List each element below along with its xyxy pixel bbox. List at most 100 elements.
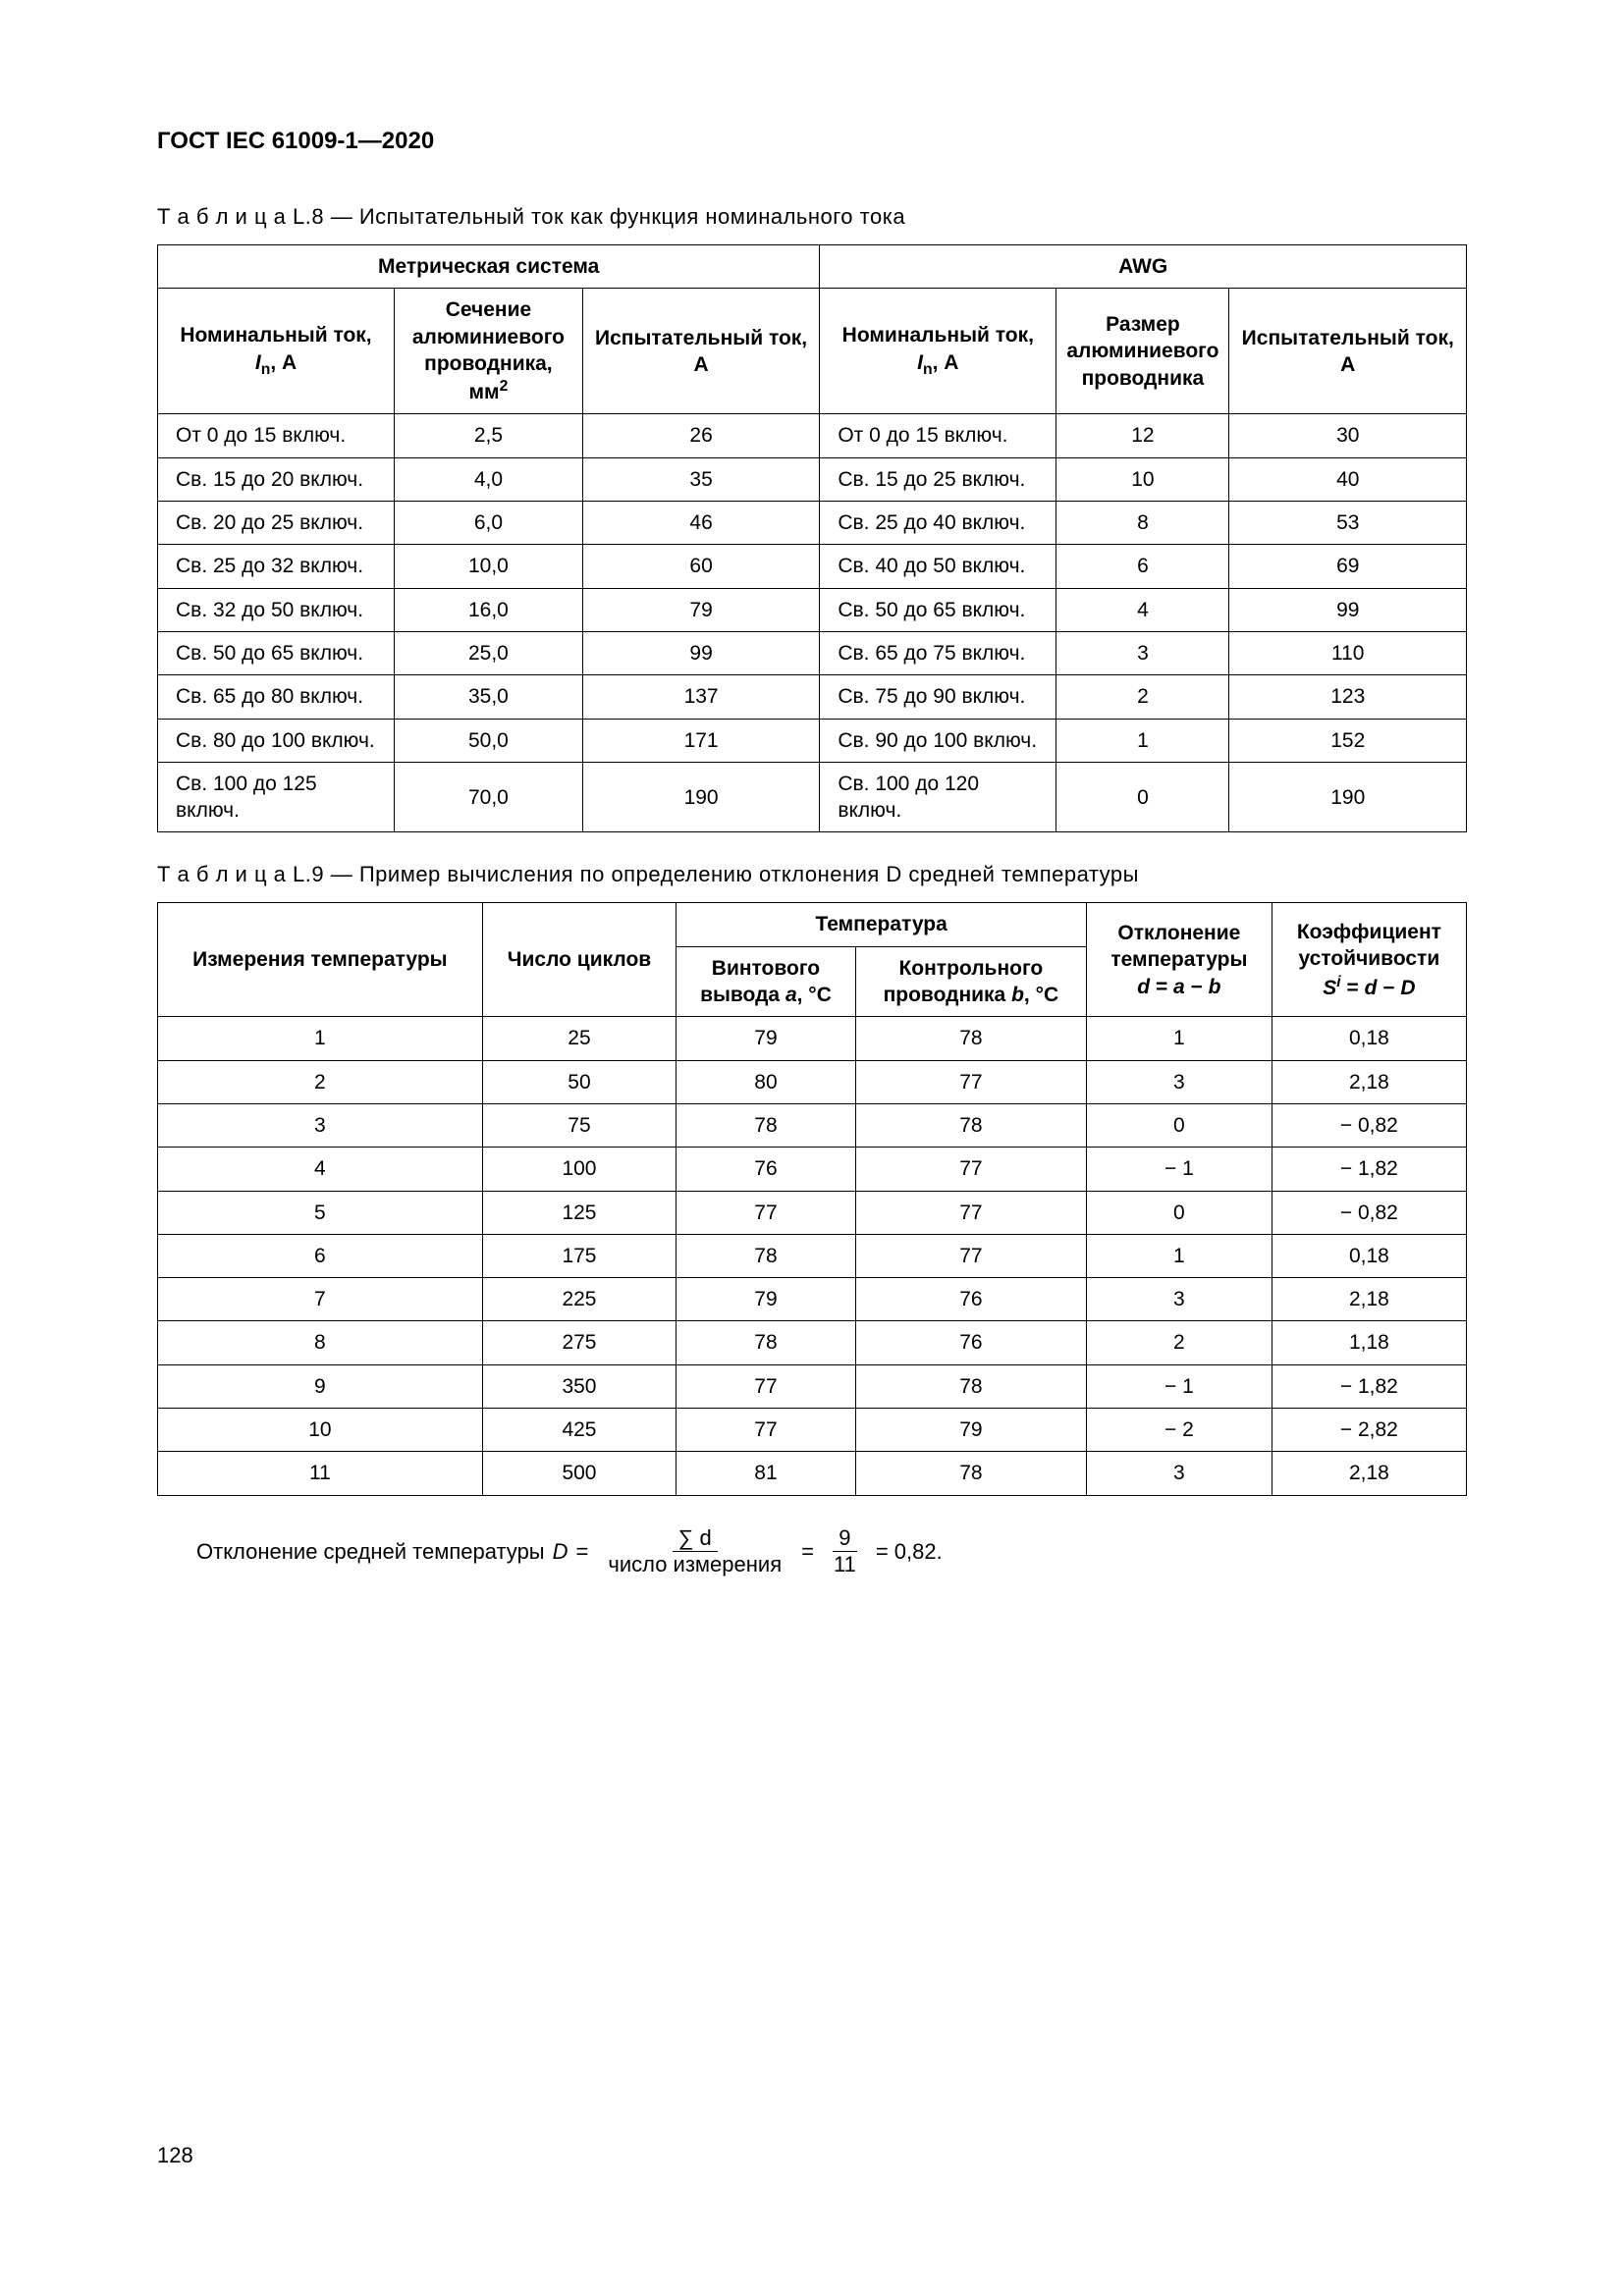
cell-m-sec: 35,0 [395,675,583,719]
cell-b: 78 [855,1103,1086,1147]
table-row: От 0 до 15 включ.2,526От 0 до 15 включ.1… [158,414,1467,457]
caption-text: L.9 — Пример вычисления по определению о… [293,862,1139,886]
cell-a: 77 [677,1409,856,1452]
cell-n: 5 [158,1191,483,1234]
formula-den1: число измерения [602,1552,787,1577]
cell-a-size: 4 [1056,588,1229,631]
cell-c: 25 [482,1017,676,1060]
cell-a-nom: Св. 50 до 65 включ. [820,588,1056,631]
cell-a: 78 [677,1103,856,1147]
cell-m-test: 60 [582,545,819,588]
cell-a-size: 6 [1056,545,1229,588]
col-temp-control: Контрольногопроводника b, °C [855,946,1086,1017]
header-metric: Метрическая система [158,245,820,289]
cell-a: 79 [677,1017,856,1060]
cell-c: 125 [482,1191,676,1234]
cell-m-test: 26 [582,414,819,457]
cell-d: 0 [1087,1191,1272,1234]
formula-eq1: = [576,1539,589,1565]
table-row: 8275787621,18 [158,1321,1467,1364]
table-row: 11500817832,18 [158,1452,1467,1495]
caption-text: L.8 — Испытательный ток как функция номи… [293,204,905,229]
cell-d: 3 [1087,1060,1272,1103]
cell-s: 2,18 [1272,1452,1466,1495]
col-temp-group: Температура [677,903,1087,946]
cell-c: 75 [482,1103,676,1147]
cell-n: 1 [158,1017,483,1060]
cell-n: 8 [158,1321,483,1364]
col-stability: КоэффициентустойчивостиSi = d − D [1272,903,1466,1017]
table-row: Св. 50 до 65 включ.25,099Св. 65 до 75 вк… [158,631,1467,674]
cell-a-size: 10 [1056,457,1229,501]
cell-b: 77 [855,1148,1086,1191]
cell-a-size: 0 [1056,762,1229,832]
cell-m-nom: Св. 100 до 125 включ. [158,762,395,832]
cell-c: 225 [482,1278,676,1321]
caption-prefix: Т а б л и ц а [157,204,286,229]
cell-a-test: 99 [1229,588,1467,631]
cell-a-test: 110 [1229,631,1467,674]
table-row: Св. 15 до 20 включ.4,035Св. 15 до 25 вкл… [158,457,1467,501]
formula-num2: 9 [833,1525,856,1552]
cell-n: 4 [158,1148,483,1191]
cell-a: 78 [677,1321,856,1364]
cell-m-test: 35 [582,457,819,501]
cell-a-nom: Св. 100 до 120 включ. [820,762,1056,832]
cell-a-size: 12 [1056,414,1229,457]
cell-a: 79 [677,1278,856,1321]
cell-m-nom: Св. 32 до 50 включ. [158,588,395,631]
cell-m-sec: 70,0 [395,762,583,832]
cell-m-nom: Св. 15 до 20 включ. [158,457,395,501]
page-number: 128 [157,2143,193,2168]
col-temp-screw: Винтовоговывода a, °C [677,946,856,1017]
cell-a-test: 123 [1229,675,1467,719]
table-row: 93507778− 1− 1,82 [158,1364,1467,1408]
header-awg: AWG [820,245,1467,289]
table-row: 104257779− 2− 2,82 [158,1409,1467,1452]
cell-b: 78 [855,1017,1086,1060]
cell-n: 6 [158,1234,483,1277]
cell-m-nom: Св. 25 до 32 включ. [158,545,395,588]
cell-c: 425 [482,1409,676,1452]
table-row: Св. 20 до 25 включ.6,046Св. 25 до 40 вкл… [158,502,1467,545]
cell-b: 76 [855,1321,1086,1364]
cell-s: 2,18 [1272,1278,1466,1321]
table-l8: Метрическая система AWG Номинальный ток,… [157,244,1467,832]
col-measurement: Измерения температуры [158,903,483,1017]
cell-a-size: 1 [1056,719,1229,762]
cell-s: 1,18 [1272,1321,1466,1364]
formula-frac1: ∑ d число измерения [602,1525,787,1578]
cell-a-size: 2 [1056,675,1229,719]
col-metric-section: Сечениеалюминиевогопроводника, мм2 [395,289,583,414]
cell-d: 0 [1087,1103,1272,1147]
cell-a-nom: Св. 25 до 40 включ. [820,502,1056,545]
col-deviation: Отклонениетемпературыd = a − b [1087,903,1272,1017]
cell-m-sec: 25,0 [395,631,583,674]
cell-c: 350 [482,1364,676,1408]
table-row: 125797810,18 [158,1017,1467,1060]
table-row: Св. 80 до 100 включ.50,0171Св. 90 до 100… [158,719,1467,762]
cell-d: 2 [1087,1321,1272,1364]
cell-d: − 1 [1087,1148,1272,1191]
cell-n: 3 [158,1103,483,1147]
cell-s: − 0,82 [1272,1191,1466,1234]
col-awg-size: Размералюминиевогопроводника [1056,289,1229,414]
col-metric-nominal: Номинальный ток, In, А [158,289,395,414]
cell-m-test: 46 [582,502,819,545]
cell-m-sec: 50,0 [395,719,583,762]
cell-d: 1 [1087,1017,1272,1060]
cell-a-test: 152 [1229,719,1467,762]
table-row: 6175787710,18 [158,1234,1467,1277]
table-row: 512577770− 0,82 [158,1191,1467,1234]
formula-eq2: = [801,1539,814,1565]
table-row: 41007677− 1− 1,82 [158,1148,1467,1191]
formula-eq3: = 0,82. [876,1539,943,1565]
cell-d: − 2 [1087,1409,1272,1452]
cell-c: 275 [482,1321,676,1364]
cell-m-test: 171 [582,719,819,762]
formula-prefix: Отклонение средней температуры [196,1539,545,1565]
cell-s: 2,18 [1272,1060,1466,1103]
cell-b: 77 [855,1191,1086,1234]
cell-a: 81 [677,1452,856,1495]
table-row: Св. 100 до 125 включ.70,0190Св. 100 до 1… [158,762,1467,832]
